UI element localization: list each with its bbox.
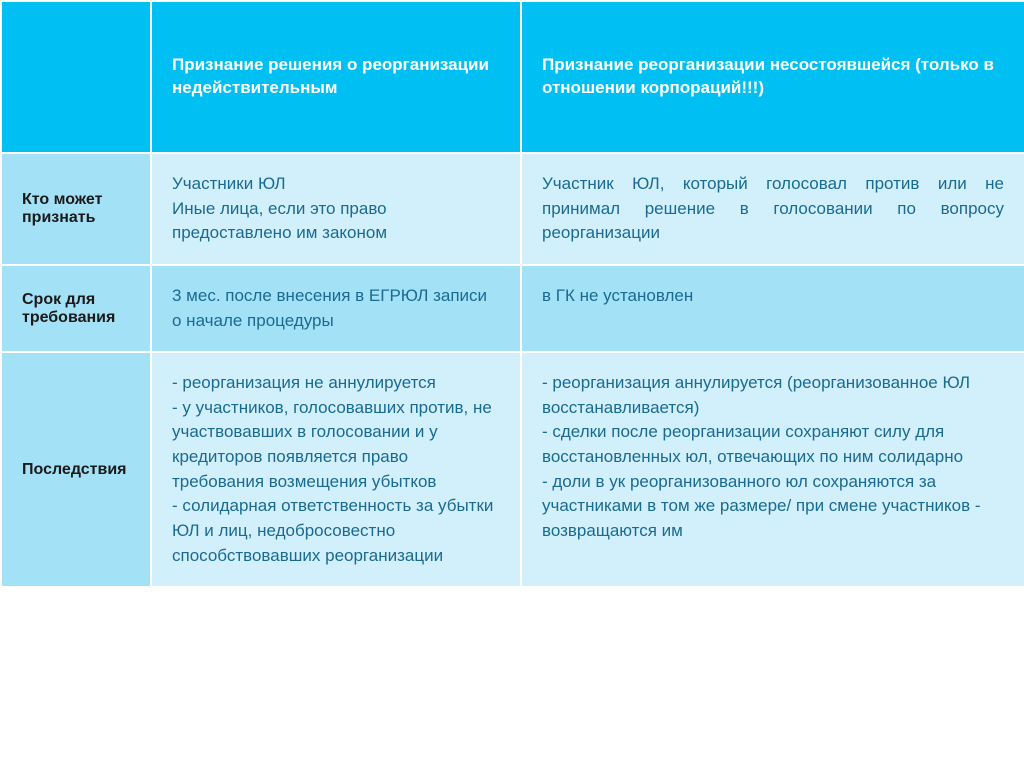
- row-term-c2: в ГК не установлен: [521, 265, 1024, 352]
- header-row: Признание решения о реорганизации недейс…: [1, 1, 1024, 153]
- header-empty: [1, 1, 151, 153]
- row-cons-label: Последствия: [1, 352, 151, 587]
- row-cons-c1: - реорганизация не аннулируется- у участ…: [151, 352, 521, 587]
- row-consequences: Последствия - реорганизация не аннулируе…: [1, 352, 1024, 587]
- row-cons-c2: - реорганизация аннулируется (реорганизо…: [521, 352, 1024, 587]
- row-who-c2: Участник ЮЛ, который голосовал против ил…: [521, 153, 1024, 265]
- row-who-c1: Участники ЮЛИные лица, если это право пр…: [151, 153, 521, 265]
- header-col1: Признание решения о реорганизации недейс…: [151, 1, 521, 153]
- row-who-label: Кто может признать: [1, 153, 151, 265]
- row-who: Кто может признать Участники ЮЛИные лица…: [1, 153, 1024, 265]
- row-term-c1: 3 мес. после внесения в ЕГРЮЛ записи о н…: [151, 265, 521, 352]
- row-term: Срок для требования 3 мес. после внесени…: [1, 265, 1024, 352]
- row-term-label: Срок для требования: [1, 265, 151, 352]
- comparison-table: Признание решения о реорганизации недейс…: [0, 0, 1024, 588]
- header-col2: Признание реорганизации несостоявшейся (…: [521, 1, 1024, 153]
